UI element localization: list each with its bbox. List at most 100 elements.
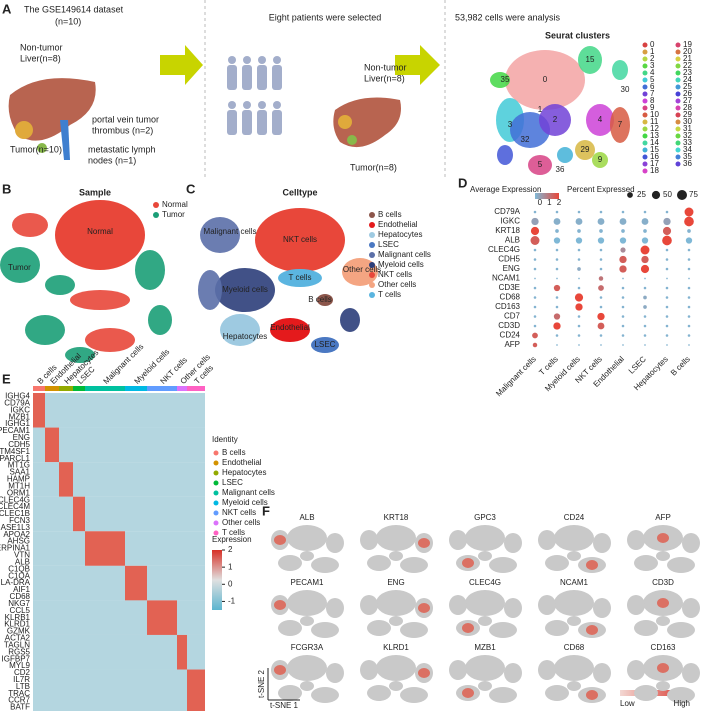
person-icon [272, 110, 282, 135]
dot [577, 229, 581, 233]
gene-label: IGKC [500, 217, 520, 226]
label: 53,982 cells were analysis [455, 12, 561, 22]
gene-label: IL7R [13, 675, 30, 684]
label: The GSE149614 dataset [24, 4, 124, 14]
cell-cluster [418, 668, 430, 678]
dot [641, 255, 649, 264]
tick-label: 0 [538, 198, 543, 207]
size-key [651, 190, 661, 200]
label: Percent Expressed [567, 185, 635, 194]
cell-cluster [215, 268, 275, 312]
gene-title: NCAM1 [560, 578, 589, 587]
dot [644, 277, 646, 280]
heat-block [177, 600, 187, 635]
cell-cluster [400, 622, 428, 638]
heat-block [147, 600, 177, 635]
label: (n=10) [55, 16, 81, 26]
label: D [458, 175, 467, 190]
dot [621, 324, 625, 328]
dot [687, 229, 691, 233]
legend-dot [642, 49, 648, 55]
heat-block [187, 531, 205, 566]
heat-block [147, 565, 177, 601]
heat-block [177, 565, 187, 601]
legend-dot [369, 212, 375, 218]
cell-cluster [311, 687, 339, 703]
tick-label: 1 [547, 198, 552, 207]
label: t-SNE 2 [257, 669, 266, 698]
gene-label: CD163 [495, 302, 520, 311]
gene-label: CD24 [500, 331, 521, 340]
cell-cluster [656, 681, 670, 691]
dot [600, 344, 602, 346]
person-icon [228, 56, 236, 64]
legend-label: 22 [683, 61, 692, 70]
label: Non-tumor [20, 42, 63, 52]
heat-block [73, 427, 85, 463]
cell-cluster [545, 620, 569, 636]
legend-dot [153, 212, 159, 218]
dot [665, 315, 669, 318]
heat-block [187, 634, 205, 670]
gene-label: KLRD1 [4, 620, 30, 629]
cell-cluster [592, 152, 608, 168]
legend-dot [675, 112, 681, 118]
legend-label: Endothelial [378, 220, 418, 229]
gene-label: TM4SF1 [0, 447, 31, 456]
cell-cluster [462, 688, 474, 698]
heat-block [59, 531, 73, 566]
cluster-label: 32 [521, 135, 530, 144]
cluster-label: LSEC [315, 340, 336, 349]
cell-cluster [478, 681, 492, 691]
cell-cluster [656, 616, 670, 626]
identity-bar [33, 386, 45, 391]
person-icon [227, 110, 237, 135]
dot [575, 218, 583, 225]
legend-dot [213, 480, 219, 486]
gene-title: AFP [655, 513, 671, 522]
label: portal vein tumor [92, 114, 159, 124]
tick-label: 50 [663, 190, 672, 199]
cell-cluster [465, 590, 505, 616]
cell-cluster [367, 555, 391, 571]
tick-label: 1 [228, 562, 233, 571]
heat-block [177, 427, 187, 463]
cell-cluster [567, 681, 581, 691]
heat-block [147, 462, 177, 497]
label: Seurat clusters [545, 30, 610, 40]
label: C [186, 181, 196, 196]
legend-dot [213, 530, 219, 536]
legend-dot [369, 232, 375, 238]
legend-dot [675, 154, 681, 160]
dot [599, 248, 603, 252]
legend-label: 7 [650, 89, 655, 98]
gene-label: IGHG1 [5, 419, 30, 428]
cell-cluster [376, 590, 416, 616]
gene-label: NKG7 [8, 599, 30, 608]
cell-cluster [667, 557, 695, 573]
legend-label: 34 [683, 145, 692, 154]
tick-label: 25 [637, 190, 646, 199]
dot [687, 305, 691, 309]
legend-label: 30 [683, 117, 692, 126]
dot [684, 207, 694, 217]
gene-label: ACTA2 [5, 634, 31, 643]
dot [599, 258, 603, 261]
heat-block [187, 393, 205, 428]
legend-label: 35 [683, 152, 692, 161]
gene-label: SAA1 [10, 468, 31, 477]
legend-dot [675, 42, 681, 48]
cell-cluster [478, 551, 492, 561]
dot [597, 218, 605, 225]
legend-dot [642, 154, 648, 160]
heat-block [33, 565, 45, 601]
dot [555, 334, 559, 337]
dot [621, 286, 625, 290]
legend-dot [369, 262, 375, 268]
cell-cluster [274, 665, 286, 675]
legend-dot [642, 84, 648, 90]
dot [533, 296, 537, 299]
dot [665, 267, 669, 271]
person-icon [257, 110, 267, 135]
cell-cluster [489, 622, 517, 638]
